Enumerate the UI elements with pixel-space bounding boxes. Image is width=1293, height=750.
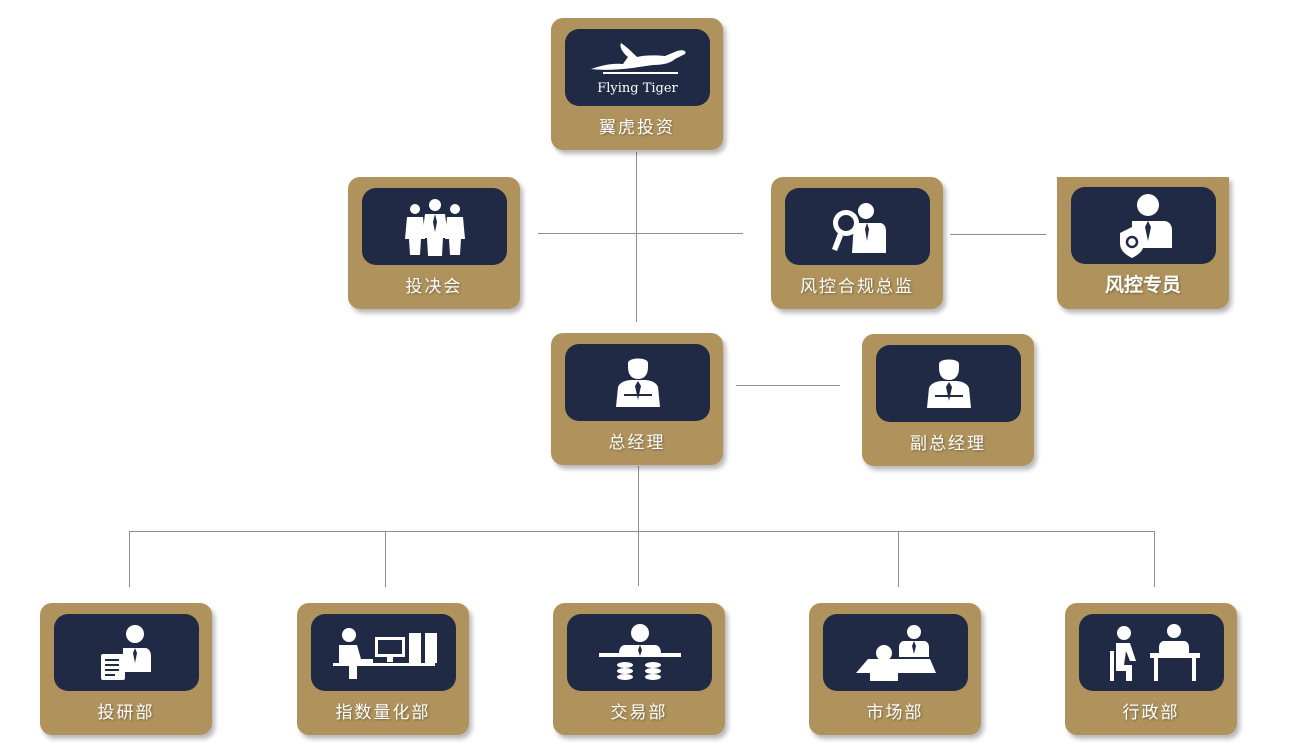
connector-gm-down bbox=[638, 466, 639, 586]
marketing-dept-icon-panel bbox=[823, 614, 968, 691]
risk-director-icon-panel bbox=[785, 188, 930, 265]
magnifier-person-icon bbox=[831, 202, 886, 253]
team-icon bbox=[404, 198, 465, 256]
connector-drop-marketing bbox=[898, 531, 899, 587]
connector-drop-research bbox=[129, 531, 130, 587]
analyst-report-icon bbox=[100, 624, 151, 680]
node-investment-committee[interactable]: 投决会 bbox=[348, 177, 520, 309]
trading-dept-label: 交易部 bbox=[610, 703, 668, 723]
general-manager-label: 总经理 bbox=[608, 433, 666, 453]
general-manager-icon-panel bbox=[565, 344, 710, 421]
manager-icon bbox=[615, 358, 660, 407]
connector-drop-admin bbox=[1154, 531, 1155, 587]
connector-committee-risk bbox=[538, 233, 743, 234]
research-dept-icon-panel bbox=[54, 614, 199, 691]
meeting-icon bbox=[855, 624, 936, 681]
company-logo-text: Flying Tiger bbox=[597, 81, 678, 96]
admin-dept-icon-panel bbox=[1079, 614, 1224, 691]
computer-workstation-icon bbox=[332, 627, 437, 679]
connector-gm-deputy bbox=[736, 385, 840, 386]
node-risk-director[interactable]: 风控合规总监 bbox=[771, 177, 943, 309]
quant-dept-icon-panel bbox=[311, 614, 456, 691]
risk-officer-icon-panel bbox=[1071, 187, 1216, 264]
node-deputy-gm[interactable]: 副总经理 bbox=[862, 334, 1034, 466]
node-marketing-dept[interactable]: 市场部 bbox=[809, 603, 981, 735]
investment-committee-label: 投决会 bbox=[405, 277, 463, 297]
shield-person-icon bbox=[1119, 193, 1172, 258]
deputy-gm-icon-panel bbox=[876, 345, 1021, 422]
node-company[interactable]: Flying Tiger 翼虎投资 bbox=[551, 18, 723, 150]
quant-dept-label: 指数量化部 bbox=[335, 703, 431, 723]
risk-director-label: 风控合规总监 bbox=[800, 277, 914, 297]
node-quant-dept[interactable]: 指数量化部 bbox=[297, 603, 469, 735]
trading-dept-icon-panel bbox=[567, 614, 712, 691]
node-admin-dept[interactable]: 行政部 bbox=[1065, 603, 1237, 735]
research-dept-label: 投研部 bbox=[97, 703, 155, 723]
deputy-gm-label: 副总经理 bbox=[910, 434, 986, 454]
flying-tiger-icon bbox=[590, 43, 686, 74]
connector-drop-quant bbox=[385, 531, 386, 587]
connector-company-to-gm bbox=[636, 152, 637, 322]
company-logo-panel: Flying Tiger bbox=[565, 29, 710, 106]
connector-dept-bus bbox=[129, 531, 1155, 532]
risk-officer-label: 风控专员 bbox=[1104, 274, 1181, 296]
node-risk-officer[interactable]: 风控专员 bbox=[1057, 177, 1229, 309]
connector-risk-director-officer bbox=[950, 234, 1046, 235]
node-research-dept[interactable]: 投研部 bbox=[40, 603, 212, 735]
admin-dept-label: 行政部 bbox=[1122, 703, 1180, 723]
marketing-dept-label: 市场部 bbox=[866, 703, 924, 723]
coins-trader-icon bbox=[598, 623, 681, 680]
manager-icon bbox=[926, 359, 971, 408]
node-general-manager[interactable]: 总经理 bbox=[551, 333, 723, 465]
office-desk-icon bbox=[1109, 623, 1200, 681]
company-label: 翼虎投资 bbox=[599, 118, 675, 138]
investment-committee-icon-panel bbox=[362, 188, 507, 265]
node-trading-dept[interactable]: 交易部 bbox=[553, 603, 725, 735]
